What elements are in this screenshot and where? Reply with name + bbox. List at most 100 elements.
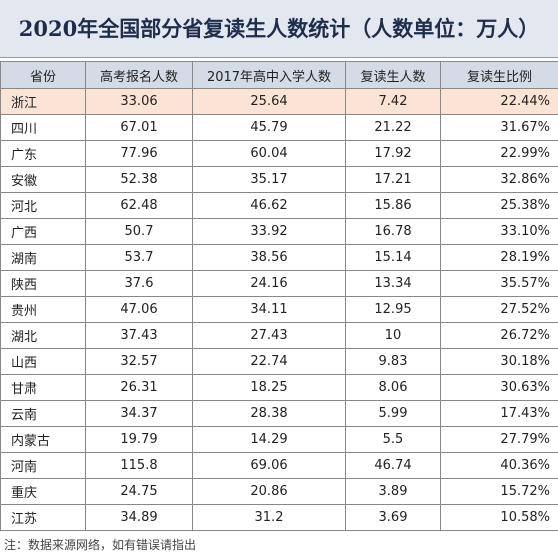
table-cell: 22.74	[192, 348, 346, 375]
table-cell: 云南	[0, 400, 86, 427]
table-cell: 15.72%	[440, 478, 558, 505]
table-cell: 27.43	[192, 322, 346, 349]
table-title: 2020年全国部分省复读生人数统计（人数单位：万人）	[0, 0, 558, 58]
table-cell: 30.63%	[440, 374, 558, 401]
table-row: 湖南 53.7 38.56 15.14 28.19%	[0, 244, 558, 271]
table-cell: 38.56	[192, 244, 346, 271]
table-cell: 37.6	[85, 270, 193, 297]
table-cell: 3.89	[345, 478, 441, 505]
table-row: 河南 115.8 69.06 46.74 40.36%	[0, 452, 558, 479]
table-cell: 内蒙古	[0, 426, 86, 453]
table-cell: 24.16	[192, 270, 346, 297]
table-cell: 46.62	[192, 192, 346, 219]
table-cell: 25.38%	[440, 192, 558, 219]
table-row: 山西 32.57 22.74 9.83 30.18%	[0, 348, 558, 375]
table-cell: 27.52%	[440, 296, 558, 323]
header-cell: 省份	[0, 61, 86, 89]
table-cell: 湖南	[0, 244, 86, 271]
table-cell: 45.79	[192, 114, 346, 141]
table-cell: 115.8	[85, 452, 193, 479]
table-cell: 四川	[0, 114, 86, 141]
table-cell: 52.38	[85, 166, 193, 193]
table-cell: 34.37	[85, 400, 193, 427]
table-cell: 8.06	[345, 374, 441, 401]
table-cell: 28.19%	[440, 244, 558, 271]
table-row: 四川 67.01 45.79 21.22 31.67%	[0, 114, 558, 141]
table-cell: 广东	[0, 140, 86, 167]
table-cell: 69.06	[192, 452, 346, 479]
table-cell: 河北	[0, 192, 86, 219]
table-row: 江苏 34.89 31.2 3.69 10.58%	[0, 504, 558, 531]
table-cell: 贵州	[0, 296, 86, 323]
table-cell: 22.44%	[440, 88, 558, 115]
table-cell: 18.25	[192, 374, 346, 401]
table-cell: 山西	[0, 348, 86, 375]
footnote: 注：数据来源网络，如有错误请指出	[4, 538, 197, 552]
table-cell: 甘肃	[0, 374, 86, 401]
table-cell: 26.31	[85, 374, 193, 401]
table-cell: 46.74	[345, 452, 441, 479]
table-cell: 江苏	[0, 504, 86, 531]
table-cell: 25.64	[192, 88, 346, 115]
table-cell: 40.36%	[440, 452, 558, 479]
table-cell: 17.43%	[440, 400, 558, 427]
table-cell: 河南	[0, 452, 86, 479]
table-cell: 9.83	[345, 348, 441, 375]
table-cell: 35.17	[192, 166, 346, 193]
table-row: 内蒙古 19.79 14.29 5.5 27.79%	[0, 426, 558, 453]
table-cell: 33.10%	[440, 218, 558, 245]
table-cell: 22.99%	[440, 140, 558, 167]
table-cell: 3.69	[345, 504, 441, 531]
table-body: 浙江 33.06 25.64 7.42 22.44% 四川 67.01 45.79 21.22 3…	[0, 88, 558, 531]
table-cell: 7.42	[345, 88, 441, 115]
table-cell: 33.06	[85, 88, 193, 115]
header-cell: 复读生比例	[440, 61, 558, 89]
table-cell: 60.04	[192, 140, 346, 167]
table-cell: 33.92	[192, 218, 346, 245]
table-cell: 26.72%	[440, 322, 558, 349]
table-cell: 34.89	[85, 504, 193, 531]
table-cell: 28.38	[192, 400, 346, 427]
table-cell: 20.86	[192, 478, 346, 505]
table-cell: 陕西	[0, 270, 86, 297]
table-cell: 重庆	[0, 478, 86, 505]
table-cell: 17.92	[345, 140, 441, 167]
table-cell: 32.57	[85, 348, 193, 375]
data-table: 省份 高考报名人数 2017年高中入学人数 复读生人数 复读生比例 浙江 33.06 25.…	[0, 61, 558, 531]
table-cell: 湖北	[0, 322, 86, 349]
header-cell: 高考报名人数	[85, 61, 193, 89]
table-cell: 5.99	[345, 400, 441, 427]
table-cell: 19.79	[85, 426, 193, 453]
table-cell: 安徽	[0, 166, 86, 193]
table-row: 广西 50.7 33.92 16.78 33.10%	[0, 218, 558, 245]
table-row: 陕西 37.6 24.16 13.34 35.57%	[0, 270, 558, 297]
table-row: 甘肃 26.31 18.25 8.06 30.63%	[0, 374, 558, 401]
table-cell: 34.11	[192, 296, 346, 323]
header-row: 省份 高考报名人数 2017年高中入学人数 复读生人数 复读生比例	[0, 61, 558, 89]
table-cell: 12.95	[345, 296, 441, 323]
table-cell: 35.57%	[440, 270, 558, 297]
table-cell: 浙江	[0, 88, 86, 115]
table-cell: 21.22	[345, 114, 441, 141]
table-cell: 10.58%	[440, 504, 558, 531]
table-cell: 50.7	[85, 218, 193, 245]
table-cell: 53.7	[85, 244, 193, 271]
table-cell: 32.86%	[440, 166, 558, 193]
table-row: 安徽 52.38 35.17 17.21 32.86%	[0, 166, 558, 193]
table-cell: 15.86	[345, 192, 441, 219]
table-cell: 15.14	[345, 244, 441, 271]
table-cell: 10	[345, 322, 441, 349]
table-cell: 24.75	[85, 478, 193, 505]
table-row: 湖北 37.43 27.43 10 26.72%	[0, 322, 558, 349]
table-cell: 31.2	[192, 504, 346, 531]
table-row: 浙江 33.06 25.64 7.42 22.44%	[0, 88, 558, 115]
table-cell: 31.67%	[440, 114, 558, 141]
table-row: 云南 34.37 28.38 5.99 17.43%	[0, 400, 558, 427]
table-cell: 13.34	[345, 270, 441, 297]
table-cell: 14.29	[192, 426, 346, 453]
table-cell: 67.01	[85, 114, 193, 141]
table-cell: 5.5	[345, 426, 441, 453]
table-cell: 广西	[0, 218, 86, 245]
table-cell: 47.06	[85, 296, 193, 323]
header-cell: 复读生人数	[345, 61, 441, 89]
